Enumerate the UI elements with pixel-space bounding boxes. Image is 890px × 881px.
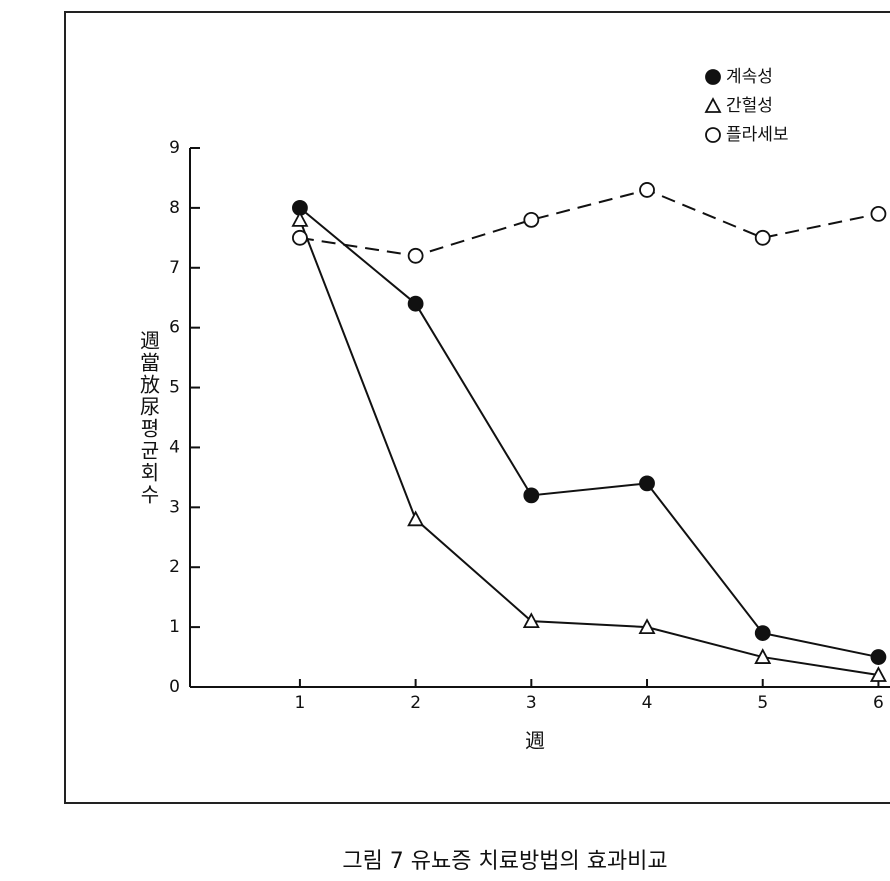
x-tick-label: 2 (410, 693, 421, 713)
data-point (754, 625, 771, 641)
data-point (754, 648, 772, 664)
frame (64, 11, 890, 804)
legend-marker (705, 127, 721, 143)
data-point (522, 612, 540, 629)
x-tick-label: 1 (295, 693, 306, 713)
data-point (754, 229, 771, 246)
data-point (870, 205, 887, 222)
data-point (523, 211, 540, 228)
y-tick-label: 5 (169, 378, 180, 398)
data-point (407, 247, 424, 264)
data-point (638, 618, 656, 635)
x-axis-label: 週 (525, 729, 545, 753)
data-point (407, 295, 424, 312)
y-tick-label: 3 (169, 497, 180, 517)
y-tick-label: 8 (169, 198, 180, 218)
y-tick-label: 7 (169, 258, 180, 278)
series-line (299, 188, 879, 257)
y-tick-label: 1 (169, 617, 180, 637)
data-point (870, 649, 887, 665)
legend-label: 계속성 (726, 67, 773, 87)
x-tick-label: 5 (757, 693, 768, 713)
series-line (298, 219, 879, 677)
caption: 그림 7 유뇨증 치료방법의 효과비교 (342, 849, 667, 874)
data-point (291, 210, 309, 227)
legend-marker (705, 69, 721, 85)
legend-marker (704, 97, 722, 113)
x-tick-label: 6 (873, 693, 884, 713)
data-point (639, 475, 655, 492)
legend-label: 플라세보 (726, 125, 789, 145)
x-tick-label: 3 (526, 693, 537, 713)
series-line (299, 207, 879, 659)
y-tick-label: 6 (169, 318, 180, 338)
y-tick-label: 0 (169, 677, 180, 697)
data-point (407, 510, 425, 527)
legend-label: 간헐성 (726, 96, 773, 116)
x-tick-label: 4 (642, 693, 653, 713)
data-point (292, 229, 308, 246)
data-point (869, 666, 887, 682)
y-tick-label: 2 (169, 557, 180, 577)
data-point (639, 182, 655, 198)
y-tick-label: 9 (169, 138, 180, 158)
y-axis-label: 週當放尿평균회수 (137, 330, 161, 506)
data-point (523, 487, 540, 504)
y-tick-label: 4 (169, 437, 180, 457)
